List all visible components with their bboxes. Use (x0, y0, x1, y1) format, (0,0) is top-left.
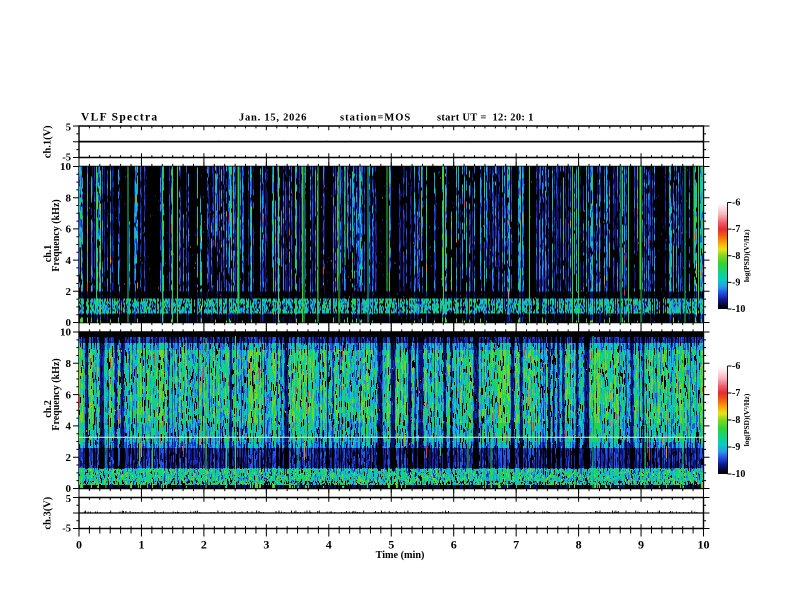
svg-text:log(PSD)(V²/Hz): log(PSD)(V²/Hz) (742, 393, 751, 446)
svg-text:3: 3 (263, 538, 269, 552)
svg-text:ch.2: ch.2 (43, 400, 54, 418)
svg-text:0: 0 (76, 538, 82, 552)
svg-text:5: 5 (388, 538, 394, 552)
svg-text:4: 4 (326, 538, 332, 552)
svg-text:ch.1(V): ch.1(V) (43, 125, 54, 158)
svg-text:0: 0 (66, 483, 72, 495)
svg-text:-10: -10 (732, 304, 745, 315)
svg-text:8: 8 (66, 192, 72, 204)
svg-text:10: 10 (698, 538, 710, 552)
svg-text:6: 6 (66, 224, 72, 236)
svg-text:-8: -8 (732, 251, 740, 262)
svg-text:0: 0 (66, 317, 72, 329)
svg-text:-7: -7 (732, 388, 740, 399)
svg-text:2: 2 (201, 538, 207, 552)
svg-text:ch.3(V): ch.3(V) (43, 496, 54, 529)
svg-text:4: 4 (66, 255, 72, 267)
svg-text:2: 2 (66, 286, 72, 298)
svg-text:6: 6 (451, 538, 457, 552)
svg-text:4: 4 (66, 421, 72, 433)
svg-text:-8: -8 (732, 415, 740, 426)
svg-text:-5: -5 (62, 153, 71, 164)
svg-text:8: 8 (576, 538, 582, 552)
svg-text:7: 7 (513, 538, 519, 552)
svg-text:5: 5 (66, 494, 71, 505)
svg-text:Frequency (kHz): Frequency (kHz) (51, 199, 62, 271)
svg-text:6: 6 (66, 389, 72, 401)
svg-text:Frequency (kHz): Frequency (kHz) (51, 358, 62, 430)
svg-text:10: 10 (60, 327, 72, 339)
svg-text:-10: -10 (732, 469, 745, 480)
svg-text:ch.1: ch.1 (43, 245, 54, 263)
svg-text:1: 1 (138, 538, 144, 552)
svg-text:8: 8 (66, 358, 72, 370)
svg-text:10: 10 (60, 161, 72, 173)
svg-text:start UT = 12: 20: 1: start UT = 12: 20: 1 (437, 112, 534, 123)
svg-text:-9: -9 (732, 277, 740, 288)
svg-text:station=MOS: station=MOS (340, 112, 411, 123)
svg-text:VLF Spectra: VLF Spectra (81, 111, 158, 123)
svg-text:Jan. 15, 2026: Jan. 15, 2026 (239, 112, 307, 123)
svg-text:-7: -7 (732, 224, 740, 235)
svg-text:-6: -6 (732, 198, 740, 209)
svg-text:-6: -6 (732, 361, 740, 372)
svg-text:-9: -9 (732, 442, 740, 453)
svg-text:-5: -5 (62, 524, 71, 535)
svg-text:2: 2 (66, 452, 72, 464)
svg-text:9: 9 (638, 538, 644, 552)
svg-text:Time (min): Time (min) (376, 550, 425, 561)
svg-text:5: 5 (66, 123, 71, 134)
svg-text:log(PSD)(V²/Hz): log(PSD)(V²/Hz) (742, 229, 751, 282)
